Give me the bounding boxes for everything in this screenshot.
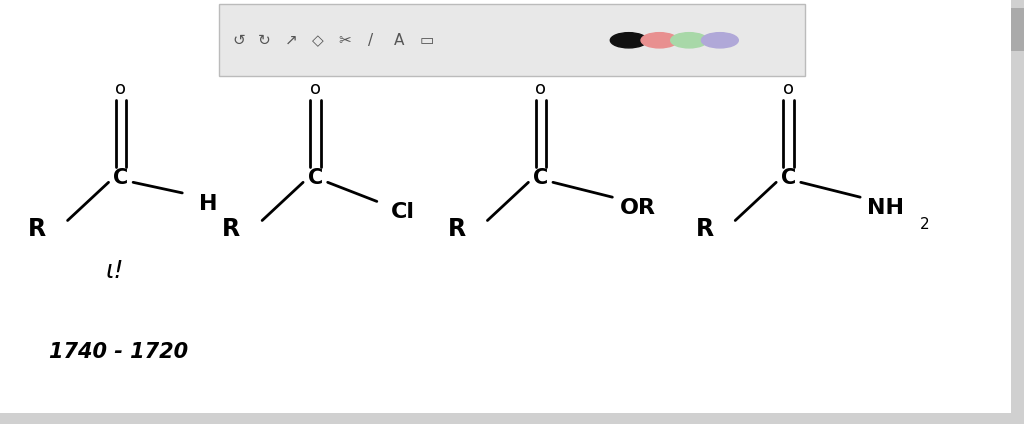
Text: o: o xyxy=(310,80,321,98)
Bar xyxy=(219,4,805,76)
Text: o: o xyxy=(783,80,794,98)
Bar xyxy=(0,413,1024,424)
Text: C: C xyxy=(308,168,323,188)
Text: 1740 - 1720: 1740 - 1720 xyxy=(49,342,188,362)
Text: ✂: ✂ xyxy=(339,33,351,48)
Text: ↻: ↻ xyxy=(258,33,270,48)
Bar xyxy=(1011,0,1024,424)
Text: C: C xyxy=(114,168,128,188)
Text: ι!: ι! xyxy=(105,259,124,283)
Text: R: R xyxy=(447,217,466,241)
Text: ◇: ◇ xyxy=(311,33,324,48)
Text: R: R xyxy=(28,217,46,241)
Text: ↗: ↗ xyxy=(285,33,297,48)
Circle shape xyxy=(671,33,708,48)
Text: NH: NH xyxy=(867,198,904,218)
Circle shape xyxy=(610,33,647,48)
Text: ▭: ▭ xyxy=(420,33,434,48)
Text: /: / xyxy=(368,33,374,48)
Bar xyxy=(1011,8,1024,51)
Text: C: C xyxy=(534,168,548,188)
Text: o: o xyxy=(536,80,546,98)
Circle shape xyxy=(641,33,678,48)
Text: C: C xyxy=(781,168,796,188)
Circle shape xyxy=(701,33,738,48)
Text: ↺: ↺ xyxy=(232,33,245,48)
Text: OR: OR xyxy=(620,198,656,218)
Text: R: R xyxy=(222,217,241,241)
Text: R: R xyxy=(695,217,714,241)
Text: H: H xyxy=(199,193,217,214)
Text: A: A xyxy=(394,33,404,48)
Text: 2: 2 xyxy=(920,217,930,232)
Text: Cl: Cl xyxy=(390,202,415,222)
Text: o: o xyxy=(116,80,126,98)
